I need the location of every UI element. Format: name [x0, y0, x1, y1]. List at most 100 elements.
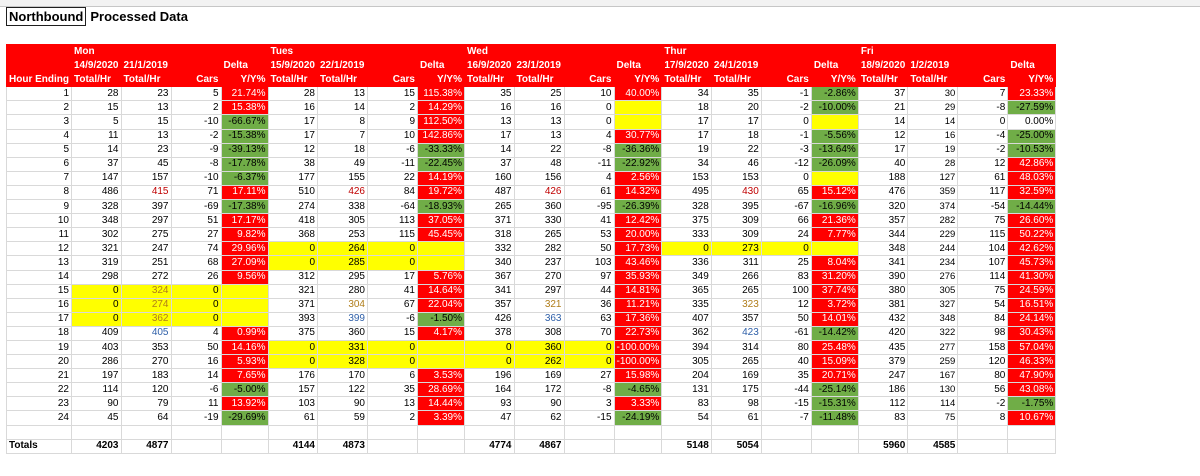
current-total-cell[interactable]: 196	[464, 368, 515, 384]
header-blank[interactable]	[613, 43, 663, 60]
hour-cell[interactable]: 20	[6, 354, 72, 370]
cars-label-2[interactable]: Cars	[563, 72, 615, 88]
total-previous-2[interactable]: 4867	[513, 438, 565, 454]
current-total-cell[interactable]: 38	[267, 156, 318, 172]
current-total-cell[interactable]: 332	[464, 241, 515, 257]
header-corner[interactable]	[6, 43, 72, 60]
previous-total-cell[interactable]: 276	[907, 269, 959, 285]
previous-total-cell[interactable]: 23	[120, 86, 172, 102]
yy-percent-cell[interactable]: 0.99%	[220, 325, 269, 341]
cars-delta-cell[interactable]: 2	[367, 100, 418, 116]
yy-percent-cell[interactable]: 17.11%	[220, 184, 269, 201]
previous-total-cell[interactable]: 270	[513, 269, 565, 285]
current-total-cell[interactable]: 381	[857, 297, 909, 313]
previous-total-cell[interactable]: 183	[120, 368, 172, 384]
yy-label-1[interactable]: Y/Y%	[417, 72, 465, 88]
cars-delta-cell[interactable]: 0	[760, 170, 812, 186]
previous-total-cell[interactable]: 308	[513, 325, 565, 341]
current-total-cell[interactable]: 5	[71, 114, 122, 130]
current-total-cell[interactable]: 17	[464, 128, 515, 144]
current-total-cell[interactable]: 312	[267, 269, 318, 285]
previous-total-cell[interactable]: 13	[513, 128, 565, 144]
date-current-3[interactable]: 17/9/2020	[661, 58, 712, 74]
yy-percent-cell[interactable]: 11.21%	[613, 297, 663, 313]
current-total-cell[interactable]: 328	[661, 199, 712, 215]
cars-label-4[interactable]: Cars	[957, 72, 1009, 88]
yy-percent-cell[interactable]: -14.42%	[810, 325, 859, 341]
cars-delta-cell[interactable]: 120	[957, 354, 1009, 370]
yy-percent-cell[interactable]: -27.59%	[1007, 100, 1057, 116]
current-total-cell[interactable]: 13	[464, 114, 515, 130]
previous-total-cell[interactable]: 7	[317, 128, 368, 144]
yy-percent-cell[interactable]: -25.00%	[1007, 128, 1057, 144]
hour-cell[interactable]: 4	[6, 128, 72, 144]
hour-cell[interactable]: 8	[6, 184, 72, 201]
yy-percent-cell[interactable]: -11.48%	[810, 410, 859, 426]
current-total-cell[interactable]: 409	[71, 325, 122, 341]
cars-delta-cell[interactable]: -44	[760, 382, 812, 398]
yy-percent-cell[interactable]: 46.33%	[1007, 354, 1057, 370]
previous-total-cell[interactable]: 46	[710, 156, 762, 172]
empty-cell[interactable]	[6, 424, 72, 440]
cars-delta-cell[interactable]: 8	[957, 410, 1009, 426]
empty-cell[interactable]	[220, 438, 269, 454]
cars-delta-cell[interactable]: 0	[563, 100, 615, 116]
previous-total-cell[interactable]: 270	[120, 354, 172, 370]
empty-cell[interactable]	[513, 424, 565, 440]
yy-percent-cell[interactable]: 21.36%	[810, 213, 859, 229]
current-total-cell[interactable]: 176	[267, 368, 318, 384]
cars-delta-cell[interactable]: 97	[563, 269, 615, 285]
cars-delta-cell[interactable]: 104	[957, 241, 1009, 257]
current-total-cell[interactable]: 18	[661, 100, 712, 116]
yy-percent-cell[interactable]: 3.53%	[417, 368, 465, 384]
empty-cell[interactable]	[613, 438, 663, 454]
empty-cell[interactable]	[417, 438, 465, 454]
hour-cell[interactable]: 12	[6, 241, 72, 257]
yy-percent-cell[interactable]: 26.60%	[1007, 213, 1057, 229]
cars-delta-cell[interactable]: -19	[170, 410, 222, 426]
yy-percent-cell[interactable]: -15.38%	[220, 128, 269, 144]
hour-ending-label[interactable]: Hour Ending	[6, 72, 72, 88]
current-total-cell[interactable]: 83	[857, 410, 909, 426]
previous-total-cell[interactable]: 272	[120, 269, 172, 285]
header-blank[interactable]	[957, 58, 1009, 74]
empty-cell[interactable]	[367, 438, 418, 454]
cars-delta-cell[interactable]: 10	[563, 86, 615, 102]
selected-cell[interactable]: Northbound	[6, 7, 87, 26]
yy-percent-cell[interactable]: 30.77%	[613, 128, 663, 144]
total-label-current-2[interactable]: Total/Hr	[464, 72, 515, 88]
current-total-cell[interactable]: 21	[857, 100, 909, 116]
yy-percent-cell[interactable]: 15.98%	[613, 368, 663, 384]
cars-delta-cell[interactable]: 0	[367, 354, 418, 370]
previous-total-cell[interactable]: 328	[317, 354, 368, 370]
yy-percent-cell[interactable]: 24.59%	[1007, 283, 1057, 299]
previous-total-cell[interactable]: 13	[120, 128, 172, 144]
cars-delta-cell[interactable]: 0	[760, 114, 812, 130]
date-previous-3[interactable]: 24/1/2019	[710, 58, 762, 74]
date-previous-2[interactable]: 23/1/2019	[513, 58, 565, 74]
previous-total-cell[interactable]: 49	[317, 156, 368, 172]
current-total-cell[interactable]: 375	[661, 213, 712, 229]
header-blank[interactable]	[760, 58, 812, 74]
previous-total-cell[interactable]: 155	[317, 170, 368, 186]
previous-total-cell[interactable]: 14	[317, 100, 368, 116]
cars-delta-cell[interactable]: -11	[367, 156, 418, 172]
date-current-4[interactable]: 18/9/2020	[857, 58, 909, 74]
yy-percent-cell[interactable]	[220, 311, 269, 327]
yy-percent-cell[interactable]: 10.67%	[1007, 410, 1057, 426]
previous-total-cell[interactable]: 253	[317, 227, 368, 243]
current-total-cell[interactable]: 14	[464, 142, 515, 158]
hour-cell[interactable]: 19	[6, 339, 72, 356]
cars-delta-cell[interactable]: 70	[563, 325, 615, 341]
previous-total-cell[interactable]: 295	[317, 269, 368, 285]
cars-delta-cell[interactable]: 4	[563, 128, 615, 144]
current-total-cell[interactable]: 61	[267, 410, 318, 426]
cars-delta-cell[interactable]: 80	[760, 339, 812, 356]
current-total-cell[interactable]: 34	[661, 156, 712, 172]
empty-cell[interactable]	[810, 438, 859, 454]
date-current-2[interactable]: 16/9/2020	[464, 58, 515, 74]
yy-percent-cell[interactable]	[417, 354, 465, 370]
empty-cell[interactable]	[710, 424, 762, 440]
cars-delta-cell[interactable]: -61	[760, 325, 812, 341]
current-total-cell[interactable]: 0	[267, 255, 318, 271]
